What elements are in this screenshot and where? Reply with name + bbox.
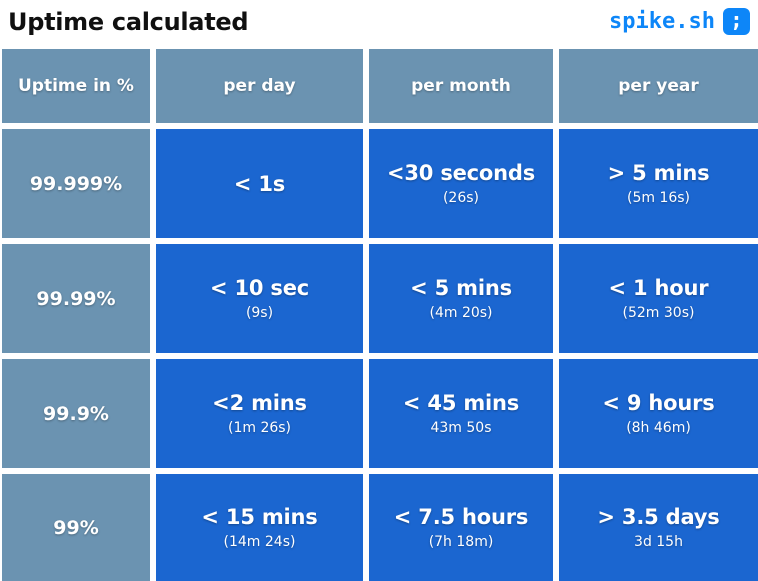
uptime-percent-label: 99% xyxy=(53,516,99,539)
column-header-uptime: Uptime in % xyxy=(2,49,150,123)
cell-sub-value: (4m 20s) xyxy=(429,305,493,321)
cell-sub-value: 43m 50s xyxy=(430,420,492,436)
row-label-9999: 99.99% xyxy=(2,244,150,353)
uptime-percent-label: 99.9% xyxy=(43,402,109,425)
cell-main-value: > 5 mins xyxy=(607,161,710,185)
cell-main-value: < 5 mins xyxy=(410,276,512,300)
cell-main-value: < 15 mins xyxy=(201,505,318,529)
cell-main-value: < 9 hours xyxy=(602,391,715,415)
cell-main-value: < 7.5 hours xyxy=(393,505,529,529)
column-header-per-month: per month xyxy=(369,49,553,123)
uptime-percent-label: 99.999% xyxy=(29,172,123,195)
cell-sub-value: 3d 15h xyxy=(634,534,683,550)
cell-main-value: < 1 hour xyxy=(608,276,709,300)
top-bar: Uptime calculated spike.sh ; xyxy=(0,0,758,49)
table-cell: > 3.5 days 3d 15h xyxy=(559,474,758,581)
cell-main-value: <30 seconds xyxy=(386,161,536,185)
cell-sub-value: (7h 18m) xyxy=(428,534,494,550)
table-cell: < 1 hour (52m 30s) xyxy=(559,244,758,353)
column-header-label: Uptime in % xyxy=(18,76,134,96)
table-cell: < 5 mins (4m 20s) xyxy=(369,244,553,353)
cell-main-value: > 3.5 days xyxy=(597,505,720,529)
cell-sub-value: (1m 26s) xyxy=(227,420,292,436)
cell-sub-value: (52m 30s) xyxy=(622,305,695,321)
column-header-label: per month xyxy=(411,76,511,96)
cell-main-value: < 10 sec xyxy=(209,276,310,300)
cell-sub-value: (5m 16s) xyxy=(626,190,691,206)
table-cell: < 45 mins 43m 50s xyxy=(369,359,553,468)
table-cell: < 1s xyxy=(156,129,363,238)
column-header-label: per day xyxy=(223,76,296,96)
cell-sub-value: (9s) xyxy=(245,305,274,321)
page-title: Uptime calculated xyxy=(8,7,249,36)
brand-name: spike.sh xyxy=(609,9,715,34)
table-cell: < 9 hours (8h 46m) xyxy=(559,359,758,468)
uptime-table: Uptime in % per day per month per year 9… xyxy=(2,49,758,581)
brand-logo: spike.sh ; xyxy=(609,8,750,35)
table-cell: < 10 sec (9s) xyxy=(156,244,363,353)
cell-sub-value: (26s) xyxy=(442,190,480,206)
spike-semicolon-icon: ; xyxy=(723,8,750,35)
table-cell: <30 seconds (26s) xyxy=(369,129,553,238)
cell-main-value: <2 mins xyxy=(212,391,307,415)
uptime-percent-label: 99.99% xyxy=(36,287,116,310)
row-label-99999: 99.999% xyxy=(2,129,150,238)
cell-sub-value: (8h 46m) xyxy=(626,420,691,436)
cell-sub-value: (14m 24s) xyxy=(223,534,296,550)
table-cell: < 7.5 hours (7h 18m) xyxy=(369,474,553,581)
row-label-999: 99.9% xyxy=(2,359,150,468)
table-cell: < 15 mins (14m 24s) xyxy=(156,474,363,581)
table-cell: > 5 mins (5m 16s) xyxy=(559,129,758,238)
column-header-per-day: per day xyxy=(156,49,363,123)
column-header-label: per year xyxy=(618,76,699,96)
cell-main-value: < 45 mins xyxy=(402,391,520,415)
row-label-99: 99% xyxy=(2,474,150,581)
column-header-per-year: per year xyxy=(559,49,758,123)
cell-main-value: < 1s xyxy=(233,171,286,196)
table-cell: <2 mins (1m 26s) xyxy=(156,359,363,468)
